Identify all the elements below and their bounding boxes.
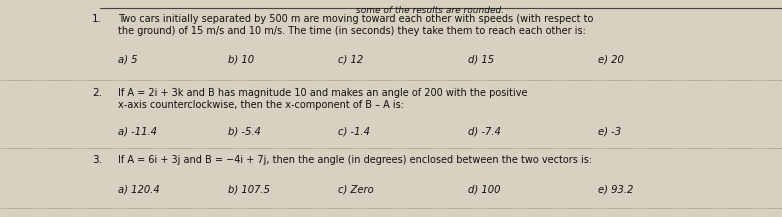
Text: x-axis counterclockwise, then the x-component of B – A is:: x-axis counterclockwise, then the x-comp… xyxy=(118,100,404,110)
Text: c) 12: c) 12 xyxy=(338,55,364,65)
Text: d) 15: d) 15 xyxy=(468,55,494,65)
Text: d) -7.4: d) -7.4 xyxy=(468,127,501,137)
Text: e) -3: e) -3 xyxy=(598,127,621,137)
Text: b) -5.4: b) -5.4 xyxy=(228,127,261,137)
Text: some of the results are rounded.: some of the results are rounded. xyxy=(356,6,504,15)
Text: 1.: 1. xyxy=(92,14,102,24)
Text: b) 107.5: b) 107.5 xyxy=(228,185,270,195)
Text: a) 120.4: a) 120.4 xyxy=(118,185,160,195)
Text: 3.: 3. xyxy=(92,155,102,165)
Text: If A = 2i + 3k and B has magnitude 10 and makes an angle of 200 with the positiv: If A = 2i + 3k and B has magnitude 10 an… xyxy=(118,88,528,98)
Text: a) 5: a) 5 xyxy=(118,55,138,65)
Text: e) 93.2: e) 93.2 xyxy=(598,185,633,195)
Text: e) 20: e) 20 xyxy=(598,55,624,65)
Text: If A = 6i + 3j and B = −4i + 7j, then the angle (in degrees) enclosed between th: If A = 6i + 3j and B = −4i + 7j, then th… xyxy=(118,155,592,165)
Text: c) -1.4: c) -1.4 xyxy=(338,127,370,137)
Text: the ground) of 15 m/s and 10 m/s. The time (in seconds) they take them to reach : the ground) of 15 m/s and 10 m/s. The ti… xyxy=(118,26,586,36)
Text: 2.: 2. xyxy=(92,88,102,98)
Text: d) 100: d) 100 xyxy=(468,185,500,195)
Text: a) -11.4: a) -11.4 xyxy=(118,127,157,137)
Text: c) Zero: c) Zero xyxy=(338,185,374,195)
Text: b) 10: b) 10 xyxy=(228,55,254,65)
Text: Two cars initially separated by 500 m are moving toward each other with speeds (: Two cars initially separated by 500 m ar… xyxy=(118,14,594,24)
